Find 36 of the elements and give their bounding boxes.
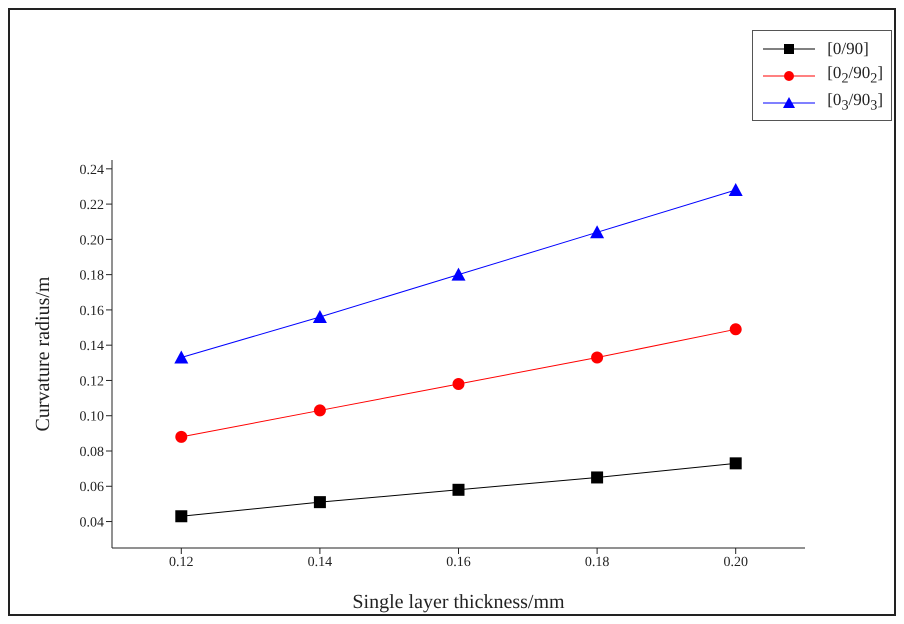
y-tick-label: 0.16 — [80, 304, 104, 319]
point — [314, 404, 326, 416]
y-tick-label: 0.06 — [80, 480, 104, 496]
x-tick-label: 0.14 — [308, 554, 332, 570]
y-tick-label: 0.22 — [80, 198, 104, 214]
point — [314, 496, 326, 508]
point — [591, 471, 604, 484]
y-tick-label: 0.08 — [80, 444, 104, 460]
y-tick-label: 0.04 — [80, 516, 104, 531]
x-tick-label: 0.12 — [169, 554, 194, 570]
point — [730, 323, 742, 336]
y-tick-label: 0.12 — [80, 374, 104, 390]
x-tick-label: 0.18 — [584, 554, 610, 570]
y-tick-label: 0.14 — [80, 339, 104, 354]
y-tick-label: 0.18 — [80, 268, 104, 284]
y-axis-title: Curvature radius/m — [32, 276, 54, 432]
point — [590, 225, 604, 238]
point — [730, 457, 742, 470]
point — [728, 182, 743, 196]
y-tick-label: 0.24 — [80, 162, 104, 178]
y-tick-label: 0.10 — [80, 410, 104, 425]
point — [312, 310, 327, 323]
point — [452, 484, 464, 496]
point — [175, 510, 188, 522]
legend-label: [0$_{2}$/90$_{2}$] — [827, 63, 883, 88]
x-axis-title: Single layer thickness/mm — [352, 591, 566, 613]
legend-label: [0/90] — [827, 38, 869, 58]
point — [174, 350, 188, 364]
x-tick-label: 0.16 — [446, 554, 471, 570]
point — [452, 378, 464, 390]
y-tick-label: 0.20 — [80, 233, 104, 248]
legend-label: [0$_{3}$/90$_{3}$] — [827, 90, 883, 115]
point — [452, 268, 466, 281]
point — [175, 430, 188, 443]
x-tick-label: 0.20 — [723, 554, 748, 570]
point — [591, 352, 604, 364]
